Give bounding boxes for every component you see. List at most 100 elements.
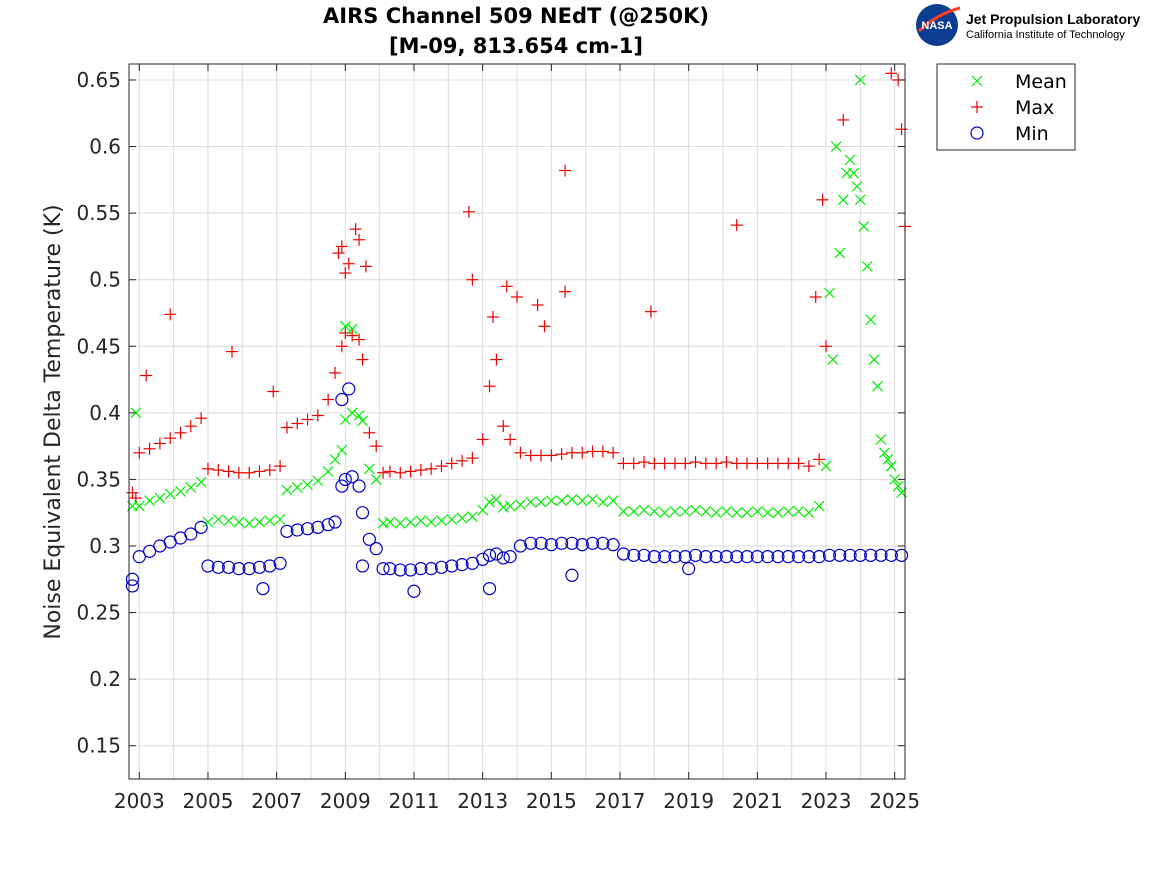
point-max: [322, 393, 335, 406]
point-max: [535, 449, 548, 462]
point-max: [140, 369, 153, 382]
point-min: [658, 550, 672, 564]
point-min: [355, 559, 370, 573]
point-mean: [854, 194, 866, 206]
point-mean: [302, 479, 313, 491]
point-min: [434, 560, 449, 574]
point-min: [513, 539, 528, 553]
point-max: [596, 445, 609, 458]
point-max: [710, 457, 723, 470]
point-min: [534, 536, 548, 550]
point-max: [559, 164, 572, 177]
point-mean: [346, 407, 358, 419]
point-max: [349, 223, 362, 236]
point-max: [668, 457, 681, 470]
x-tick-label: 2017: [595, 789, 646, 813]
point-min: [335, 392, 349, 407]
point-mean: [370, 473, 382, 485]
point-mean: [377, 517, 389, 529]
nasa-swoosh-icon: [917, 6, 961, 33]
point-max: [462, 205, 475, 218]
point-max: [500, 280, 513, 293]
point-mean: [504, 500, 516, 512]
point-max: [267, 385, 280, 398]
legend: Mean Max Min: [936, 63, 1076, 151]
point-max: [383, 465, 396, 478]
point-max: [263, 464, 276, 477]
point-min: [874, 548, 888, 562]
point-max: [555, 448, 568, 461]
point-mean: [144, 495, 156, 507]
y-tick-label: 0.6: [89, 135, 121, 159]
point-max: [425, 462, 438, 475]
point-mean: [762, 507, 774, 519]
point-min: [668, 550, 682, 564]
point-mean: [679, 505, 691, 517]
point-min: [393, 563, 407, 577]
point-max: [201, 462, 214, 475]
point-max: [617, 457, 630, 470]
point-min: [300, 522, 315, 536]
point-min: [455, 558, 469, 572]
legend-box: [936, 63, 1076, 151]
point-mean: [363, 463, 375, 475]
point-mean: [782, 505, 794, 517]
tick-labels: 2003 2005 2007 2009 2011 2013 2015 2017 2019 2021…: [76, 68, 920, 813]
point-mean: [195, 476, 207, 488]
point-max: [658, 457, 671, 470]
point-mean: [357, 415, 368, 427]
point-min: [407, 584, 421, 598]
point-min: [678, 550, 692, 564]
point-mean: [628, 505, 640, 517]
y-tick-label: 0.5: [89, 268, 121, 292]
logo-org-sub: California Institute of Technology: [966, 29, 1125, 41]
x-tick-label: 2003: [114, 789, 165, 813]
point-min: [242, 562, 256, 576]
point-mean: [233, 516, 245, 528]
point-max: [511, 291, 523, 304]
point-mean: [576, 495, 588, 507]
point-max: [164, 432, 177, 445]
point-min: [585, 536, 600, 550]
point-max: [751, 457, 764, 470]
x-tick-label: 2023: [801, 789, 852, 813]
point-mean: [889, 473, 901, 485]
point-max: [456, 454, 469, 467]
point-mean: [322, 466, 334, 477]
point-min: [822, 548, 837, 562]
point-mean: [793, 505, 804, 517]
point-max: [809, 291, 822, 304]
chart-title-line-1: AIRS Channel 509 NEdT (@250K): [323, 4, 709, 28]
x-tick-label: 2021: [732, 789, 783, 813]
point-min: [637, 548, 651, 562]
point-max: [466, 273, 479, 286]
x-tick-label: 2009: [320, 789, 371, 813]
point-max: [483, 380, 496, 393]
point-max: [813, 453, 826, 466]
point-max: [490, 353, 503, 366]
point-min: [280, 524, 294, 538]
x-tick-label: 2005: [183, 789, 234, 813]
point-min: [232, 562, 246, 576]
point-max: [153, 437, 166, 450]
point-min: [730, 550, 744, 564]
nasa-mark: NASA: [921, 20, 952, 32]
point-max: [342, 257, 355, 270]
point-min: [125, 579, 140, 593]
point-mean: [848, 167, 859, 179]
point-min: [352, 479, 366, 493]
point-mean: [858, 221, 870, 232]
point-max: [699, 457, 712, 470]
point-mean: [597, 496, 609, 508]
point-min: [709, 550, 723, 564]
point-max: [885, 67, 898, 80]
point-min: [125, 572, 140, 586]
point-mean: [710, 507, 722, 519]
x-tick-label: 2019: [663, 789, 714, 813]
point-max: [195, 412, 208, 425]
point-max: [356, 353, 369, 366]
chart-title-line-2: [M-09, 813.654 cm-1]: [389, 34, 643, 58]
point-min: [489, 547, 503, 561]
point-max: [353, 233, 366, 246]
